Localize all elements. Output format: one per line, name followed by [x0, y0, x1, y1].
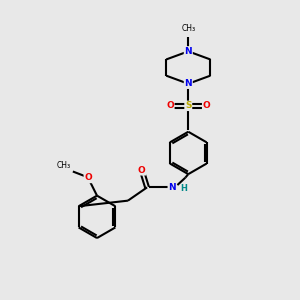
Text: N: N — [168, 183, 176, 192]
Text: N: N — [184, 47, 192, 56]
Text: CH₃: CH₃ — [181, 24, 195, 33]
Text: S: S — [185, 101, 191, 110]
Text: H: H — [180, 184, 187, 194]
Text: O: O — [138, 166, 146, 175]
Text: O: O — [84, 173, 92, 182]
Text: O: O — [166, 101, 174, 110]
Text: CH₃: CH₃ — [56, 161, 70, 170]
Text: O: O — [203, 101, 210, 110]
Text: N: N — [184, 79, 192, 88]
